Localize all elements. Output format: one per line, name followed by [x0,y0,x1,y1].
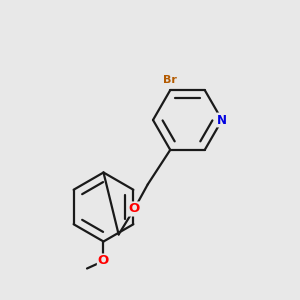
Text: Br: Br [163,75,177,85]
Text: O: O [98,254,109,268]
Text: N: N [217,113,227,127]
Text: O: O [129,202,140,215]
